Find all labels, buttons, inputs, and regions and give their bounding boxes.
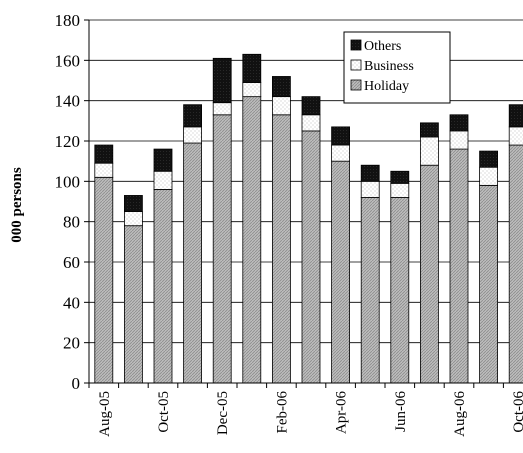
bar-holiday-aug-06	[449, 148, 469, 384]
bar-others-jul-06	[419, 122, 439, 138]
bar-holiday-may-06	[360, 197, 380, 384]
bar-others-nov-05	[183, 104, 203, 128]
bar-business-oct-06	[508, 126, 523, 146]
bar-business-jun-06	[390, 182, 410, 198]
y-tick-label: 80	[63, 213, 80, 232]
bars	[94, 53, 523, 384]
y-tick-label: 100	[55, 172, 81, 191]
bar-business-jul-06	[419, 136, 439, 166]
x-tick-label: Dec-05	[215, 391, 231, 435]
bar-business-feb-06	[271, 96, 291, 116]
bar-others-jun-06	[390, 170, 410, 184]
bar-others-dec-05	[212, 57, 232, 104]
bar-business-nov-05	[183, 126, 203, 144]
bar-business-oct-05	[153, 170, 173, 190]
bar-business-may-06	[360, 180, 380, 198]
bar-business-sep-05	[124, 211, 143, 227]
bar-holiday-nov-05	[183, 142, 203, 384]
bar-others-feb-06	[271, 76, 291, 98]
x-tick-label: Aug-05	[97, 391, 113, 437]
bar-others-oct-05	[153, 148, 173, 172]
x-tick-label: Oct-05	[156, 391, 172, 433]
bar-others-aug-05	[94, 144, 114, 164]
bar-business-dec-05	[212, 102, 232, 116]
x-tick-label: Apr-06	[334, 391, 350, 435]
legend-swatch-holiday	[350, 79, 362, 91]
legend: Others Business Holiday	[343, 31, 451, 104]
bar-others-mar-06	[301, 96, 321, 116]
bar-holiday-oct-05	[153, 188, 173, 384]
y-tick-label: 60	[63, 253, 80, 272]
bar-holiday-jan-06	[242, 96, 262, 384]
bar-others-aug-06	[449, 114, 469, 132]
bar-holiday-sep-06	[479, 184, 499, 384]
bar-others-jan-06	[242, 53, 262, 83]
y-tick-labels: 0 20 40 60 80 100 120 140 160 180	[55, 11, 81, 393]
y-tick-label: 160	[55, 51, 81, 70]
bar-business-aug-06	[449, 130, 469, 150]
x-tick-label: Feb-06	[274, 391, 290, 434]
bar-business-jan-06	[242, 82, 262, 98]
x-tick-label: Oct-06	[511, 391, 523, 433]
y-axis-label: 000 persons	[9, 167, 25, 243]
bar-business-apr-06	[331, 144, 351, 162]
bar-others-oct-06	[508, 104, 523, 128]
x-tick-labels: Aug-05 Oct-05 Dec-05 Feb-06 Apr-06 Jun-06 Aug-…	[97, 391, 523, 437]
bar-holiday-oct-06	[508, 144, 523, 384]
bar-holiday-aug-05	[94, 176, 114, 384]
y-tick-label: 20	[63, 334, 80, 353]
bar-holiday-feb-06	[271, 114, 291, 384]
bar-others-apr-06	[331, 126, 351, 146]
legend-label-business: Business	[364, 59, 414, 74]
bar-holiday-dec-05	[212, 114, 232, 384]
x-tick-label: Aug-06	[452, 391, 468, 437]
bar-others-sep-06	[479, 150, 499, 168]
bar-business-sep-06	[479, 166, 499, 186]
axes	[84, 19, 523, 388]
bar-business-mar-06	[301, 114, 321, 132]
legend-label-holiday: Holiday	[364, 79, 409, 94]
bar-holiday-jul-06	[419, 164, 439, 384]
bar-business-aug-05	[94, 162, 114, 178]
legend-swatch-business	[350, 59, 362, 71]
bar-holiday-apr-06	[331, 160, 351, 384]
y-tick-label: 0	[72, 374, 81, 393]
bar-others-sep-05	[124, 195, 143, 212]
x-tick-label: Jun-06	[393, 391, 409, 432]
bar-others-may-06	[360, 164, 380, 182]
legend-swatch-others	[350, 39, 362, 51]
legend-label-others: Others	[364, 39, 401, 54]
bar-holiday-mar-06	[301, 130, 321, 384]
y-tick-label: 120	[55, 132, 81, 151]
bar-holiday-sep-05	[124, 225, 143, 384]
y-tick-label: 180	[55, 11, 81, 30]
y-tick-label: 40	[63, 293, 80, 312]
y-tick-label: 140	[55, 92, 81, 111]
legend-box	[343, 31, 451, 104]
bar-holiday-jun-06	[390, 197, 410, 384]
